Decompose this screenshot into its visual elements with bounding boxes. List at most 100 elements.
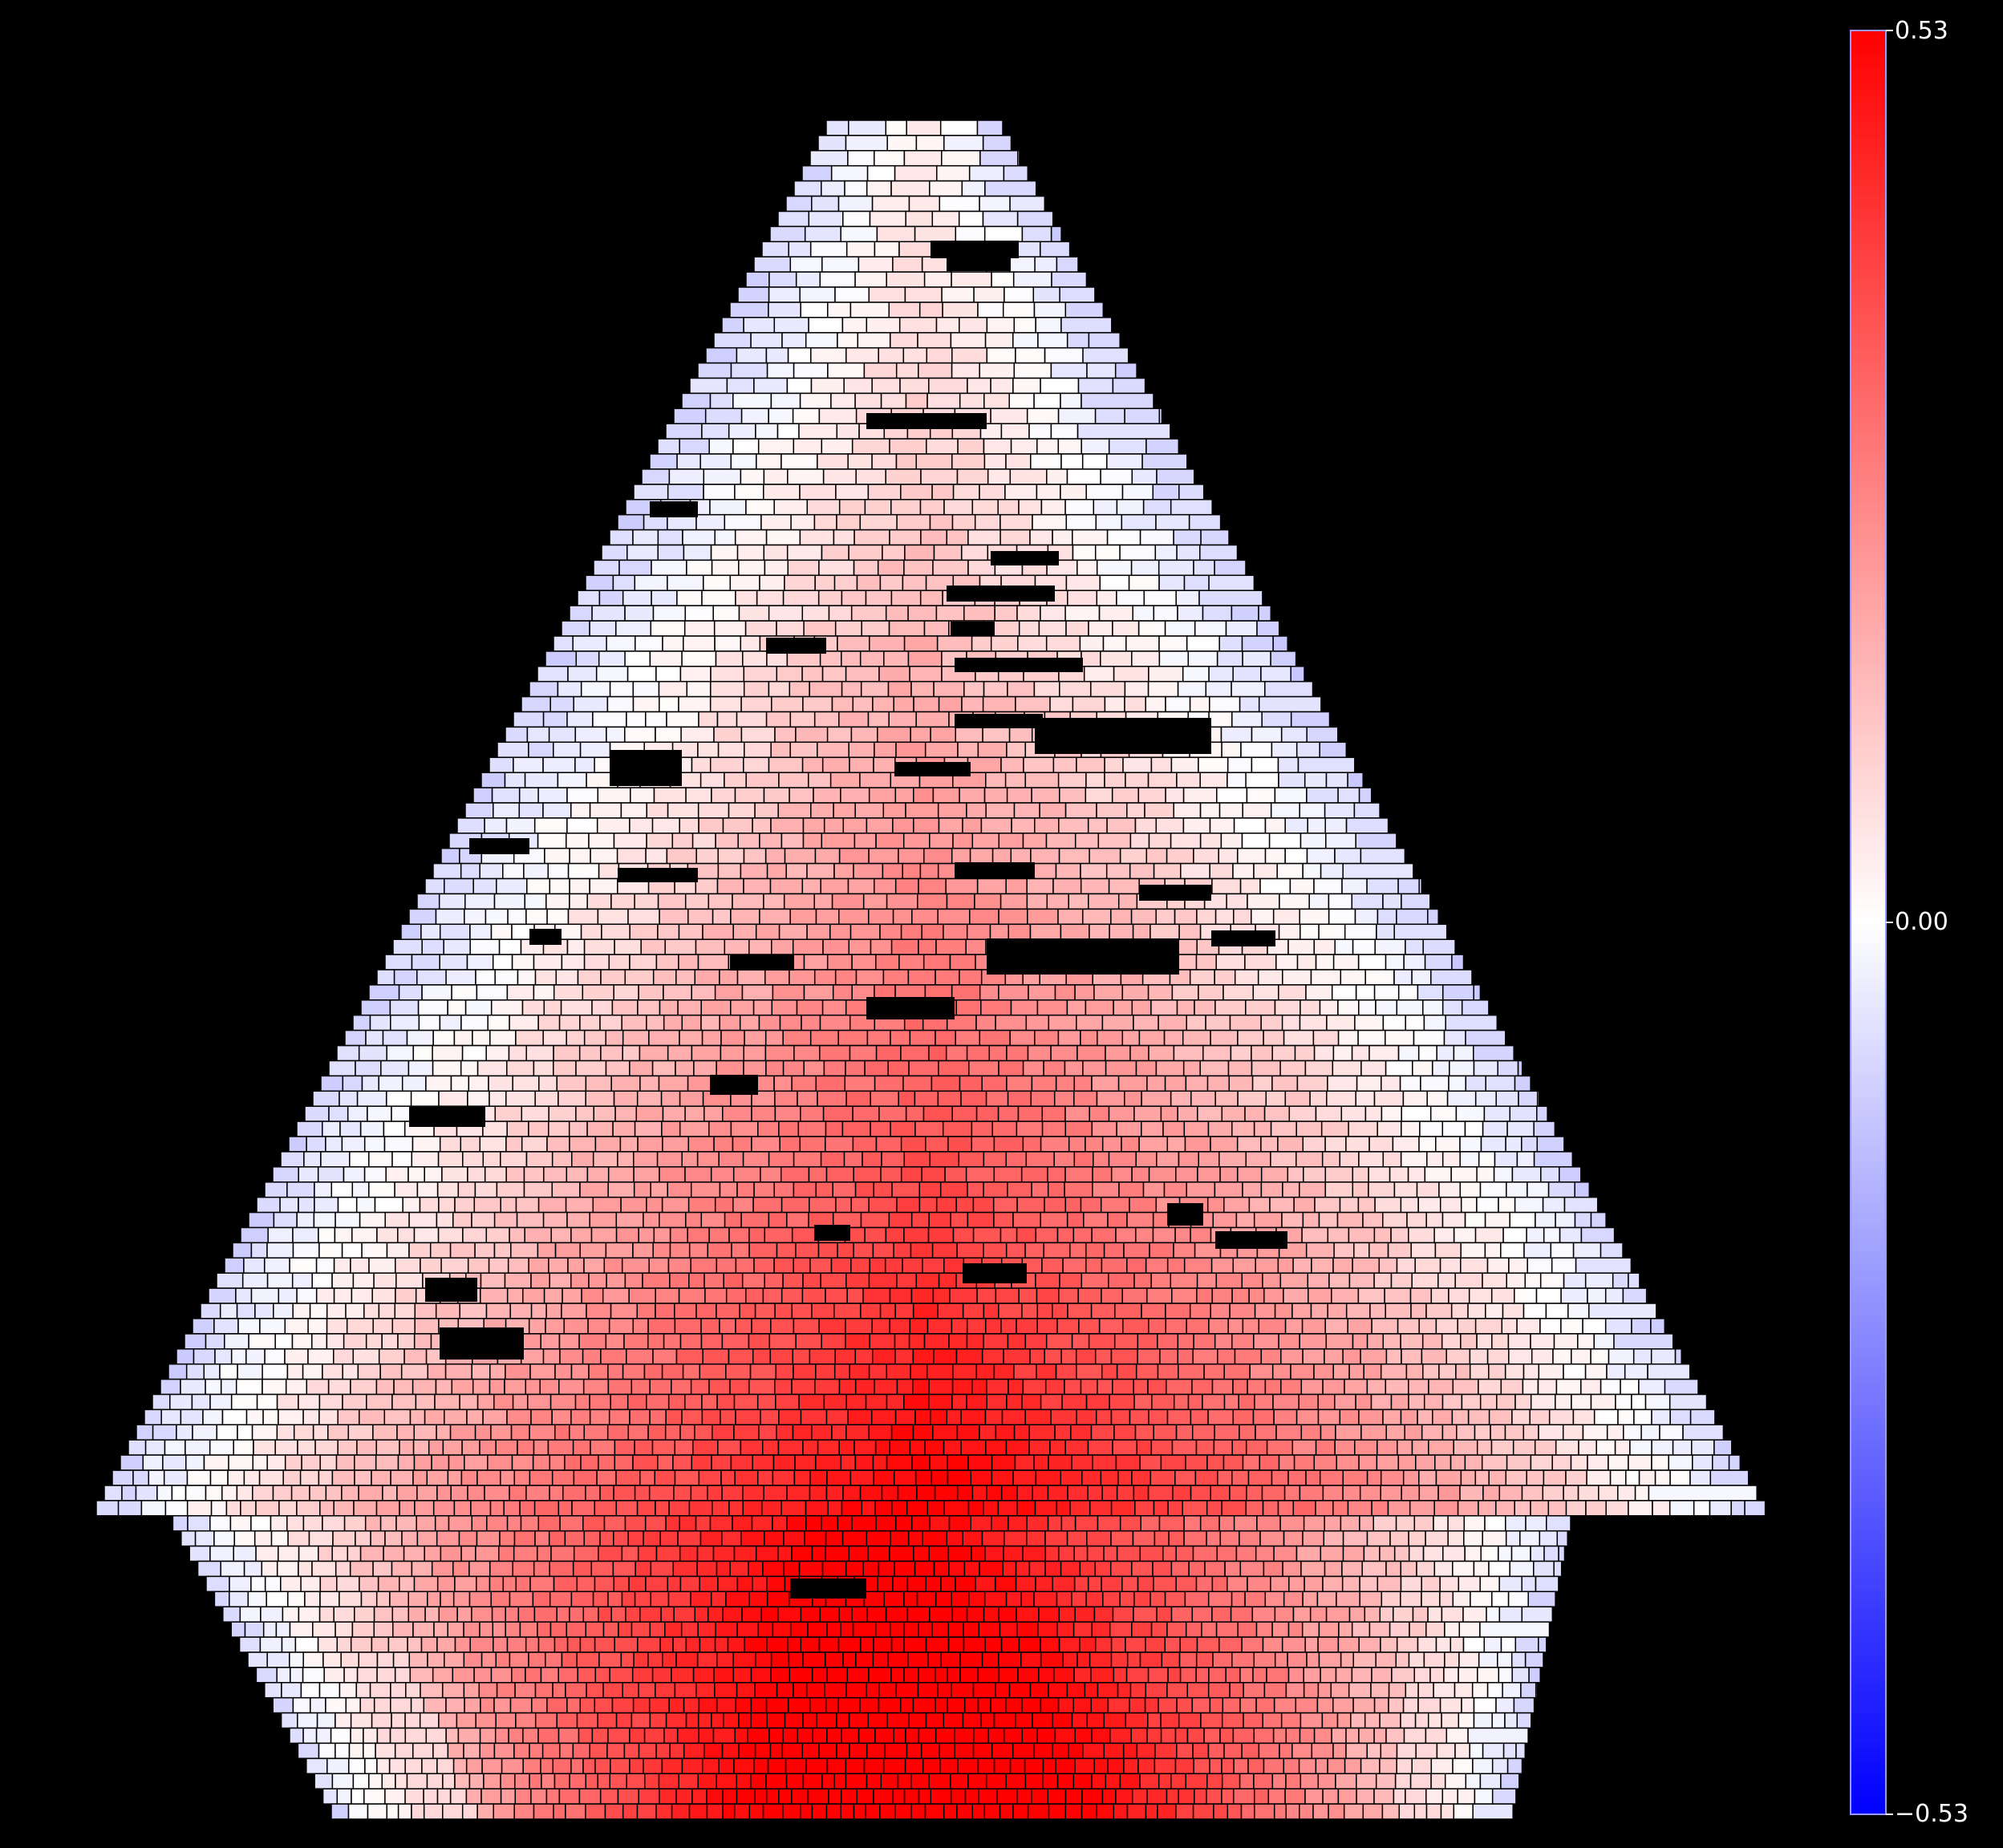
- mesh-cell: [431, 1560, 454, 1578]
- mesh-cell: [498, 1545, 515, 1562]
- mesh-cell: [1133, 1393, 1153, 1411]
- mesh-cell: [1563, 1196, 1599, 1214]
- mesh-cell: [984, 1545, 1004, 1562]
- mesh-cell: [1411, 1439, 1429, 1456]
- mesh-cell: [591, 999, 614, 1016]
- mesh-cell: [1479, 1181, 1507, 1198]
- mesh-cell: [1460, 1469, 1477, 1486]
- mesh-cell: [764, 1530, 785, 1547]
- mesh-cell: [1380, 1742, 1398, 1760]
- mesh-cell: [550, 1545, 575, 1562]
- mesh-cell: [801, 1287, 826, 1304]
- mesh-cell: [1571, 1348, 1591, 1365]
- mesh-cell: [1451, 1408, 1470, 1426]
- mesh-cell: [606, 1742, 626, 1760]
- mesh-cell: [811, 195, 840, 213]
- mesh-cell: [1007, 1181, 1032, 1198]
- mesh-cell: [121, 1485, 137, 1502]
- mesh-cell: [1453, 1044, 1474, 1062]
- mesh-cell: [533, 1060, 554, 1077]
- mesh-cell: [696, 1651, 718, 1668]
- mesh-cell: [985, 1439, 1008, 1456]
- mesh-cell: [1495, 1696, 1515, 1714]
- mesh-cell: [1094, 1348, 1113, 1365]
- mesh-cell: [1209, 817, 1235, 834]
- mesh-cell: [624, 650, 651, 667]
- mesh-cell: [1436, 1742, 1456, 1760]
- mesh-cell: [709, 756, 744, 773]
- mesh-cell: [1412, 1606, 1429, 1623]
- mesh-cell: [1348, 1226, 1376, 1244]
- mesh-cell: [1428, 1378, 1454, 1396]
- mesh-cell: [1135, 1060, 1158, 1077]
- mesh-cell: [578, 1727, 594, 1745]
- mesh-cell: [382, 1029, 408, 1047]
- mesh-cell: [1076, 1408, 1097, 1426]
- mesh-cell: [1229, 1485, 1247, 1502]
- mesh-cell: [741, 984, 774, 1001]
- mesh-cell: [1453, 1226, 1477, 1244]
- mesh-cell: [322, 1651, 342, 1668]
- mesh-cell: [977, 1696, 991, 1714]
- mesh-cell: [541, 1773, 556, 1789]
- mesh-cell: [1488, 1469, 1507, 1486]
- mesh-cell: [1382, 1151, 1402, 1168]
- mesh-cell: [1008, 1682, 1032, 1699]
- mesh-cell: [781, 1287, 804, 1304]
- mesh-cell: [1327, 1303, 1348, 1319]
- mesh-cell: [1369, 1303, 1386, 1319]
- mesh-cell: [837, 195, 874, 213]
- mesh-cell: [1389, 1621, 1410, 1638]
- mesh-cell: [626, 666, 657, 683]
- mesh-cell: [171, 1485, 187, 1502]
- mesh-cell: [1302, 1591, 1319, 1607]
- mesh-cell: [354, 1606, 375, 1623]
- mesh-cell: [843, 1151, 863, 1168]
- mesh-cell: [646, 1196, 663, 1214]
- mesh-cell: [1207, 1682, 1231, 1699]
- mesh-cell: [956, 1424, 980, 1441]
- mesh-cell: [706, 1788, 724, 1805]
- mesh-cell: [318, 1742, 336, 1760]
- mesh-cell: [394, 1742, 414, 1760]
- mesh-cell: [522, 1287, 545, 1304]
- mesh-cell: [252, 1454, 268, 1471]
- mesh-cell: [1227, 772, 1247, 788]
- mesh-cell: [488, 1075, 513, 1092]
- mesh-cell: [1133, 1378, 1149, 1396]
- mesh-cell: [1453, 1439, 1478, 1456]
- mesh-cell: [1259, 1454, 1280, 1471]
- mesh-cell: [1206, 1530, 1221, 1547]
- mesh-cell: [885, 605, 909, 622]
- mesh-cell: [923, 847, 953, 865]
- mesh-cell: [1232, 666, 1262, 683]
- mesh-cell: [475, 1545, 500, 1562]
- mesh-cell: [1164, 620, 1196, 637]
- mesh-cell: [1015, 1560, 1031, 1578]
- mesh-cell: [834, 969, 858, 986]
- mesh-cell: [284, 1348, 309, 1365]
- mesh-cell: [776, 1424, 794, 1441]
- mesh-cell: [513, 1530, 536, 1547]
- mesh-cell: [803, 620, 837, 637]
- mesh-cell: [373, 1696, 391, 1714]
- mesh-cell: [752, 1348, 772, 1365]
- mesh-cell: [537, 787, 568, 804]
- mesh-cell: [871, 1348, 896, 1365]
- mesh-cell: [913, 695, 940, 713]
- mesh-cell: [864, 499, 892, 516]
- mesh-cell: [1536, 1136, 1565, 1153]
- mesh-cell: [1340, 1651, 1355, 1668]
- mesh-cell: [289, 1651, 304, 1668]
- mesh-cell: [1498, 1606, 1523, 1623]
- mesh-cell: [479, 1742, 496, 1760]
- mesh-cell: [809, 1469, 828, 1486]
- mesh-cell: [1178, 484, 1205, 500]
- mesh-cell: [464, 802, 494, 819]
- mesh-cell: [1042, 1773, 1059, 1789]
- mesh-cell: [1059, 286, 1096, 303]
- mesh-cell: [469, 1636, 494, 1653]
- mesh-cell: [602, 1287, 630, 1304]
- mesh-cell: [854, 271, 887, 288]
- mesh-cell: [815, 908, 840, 926]
